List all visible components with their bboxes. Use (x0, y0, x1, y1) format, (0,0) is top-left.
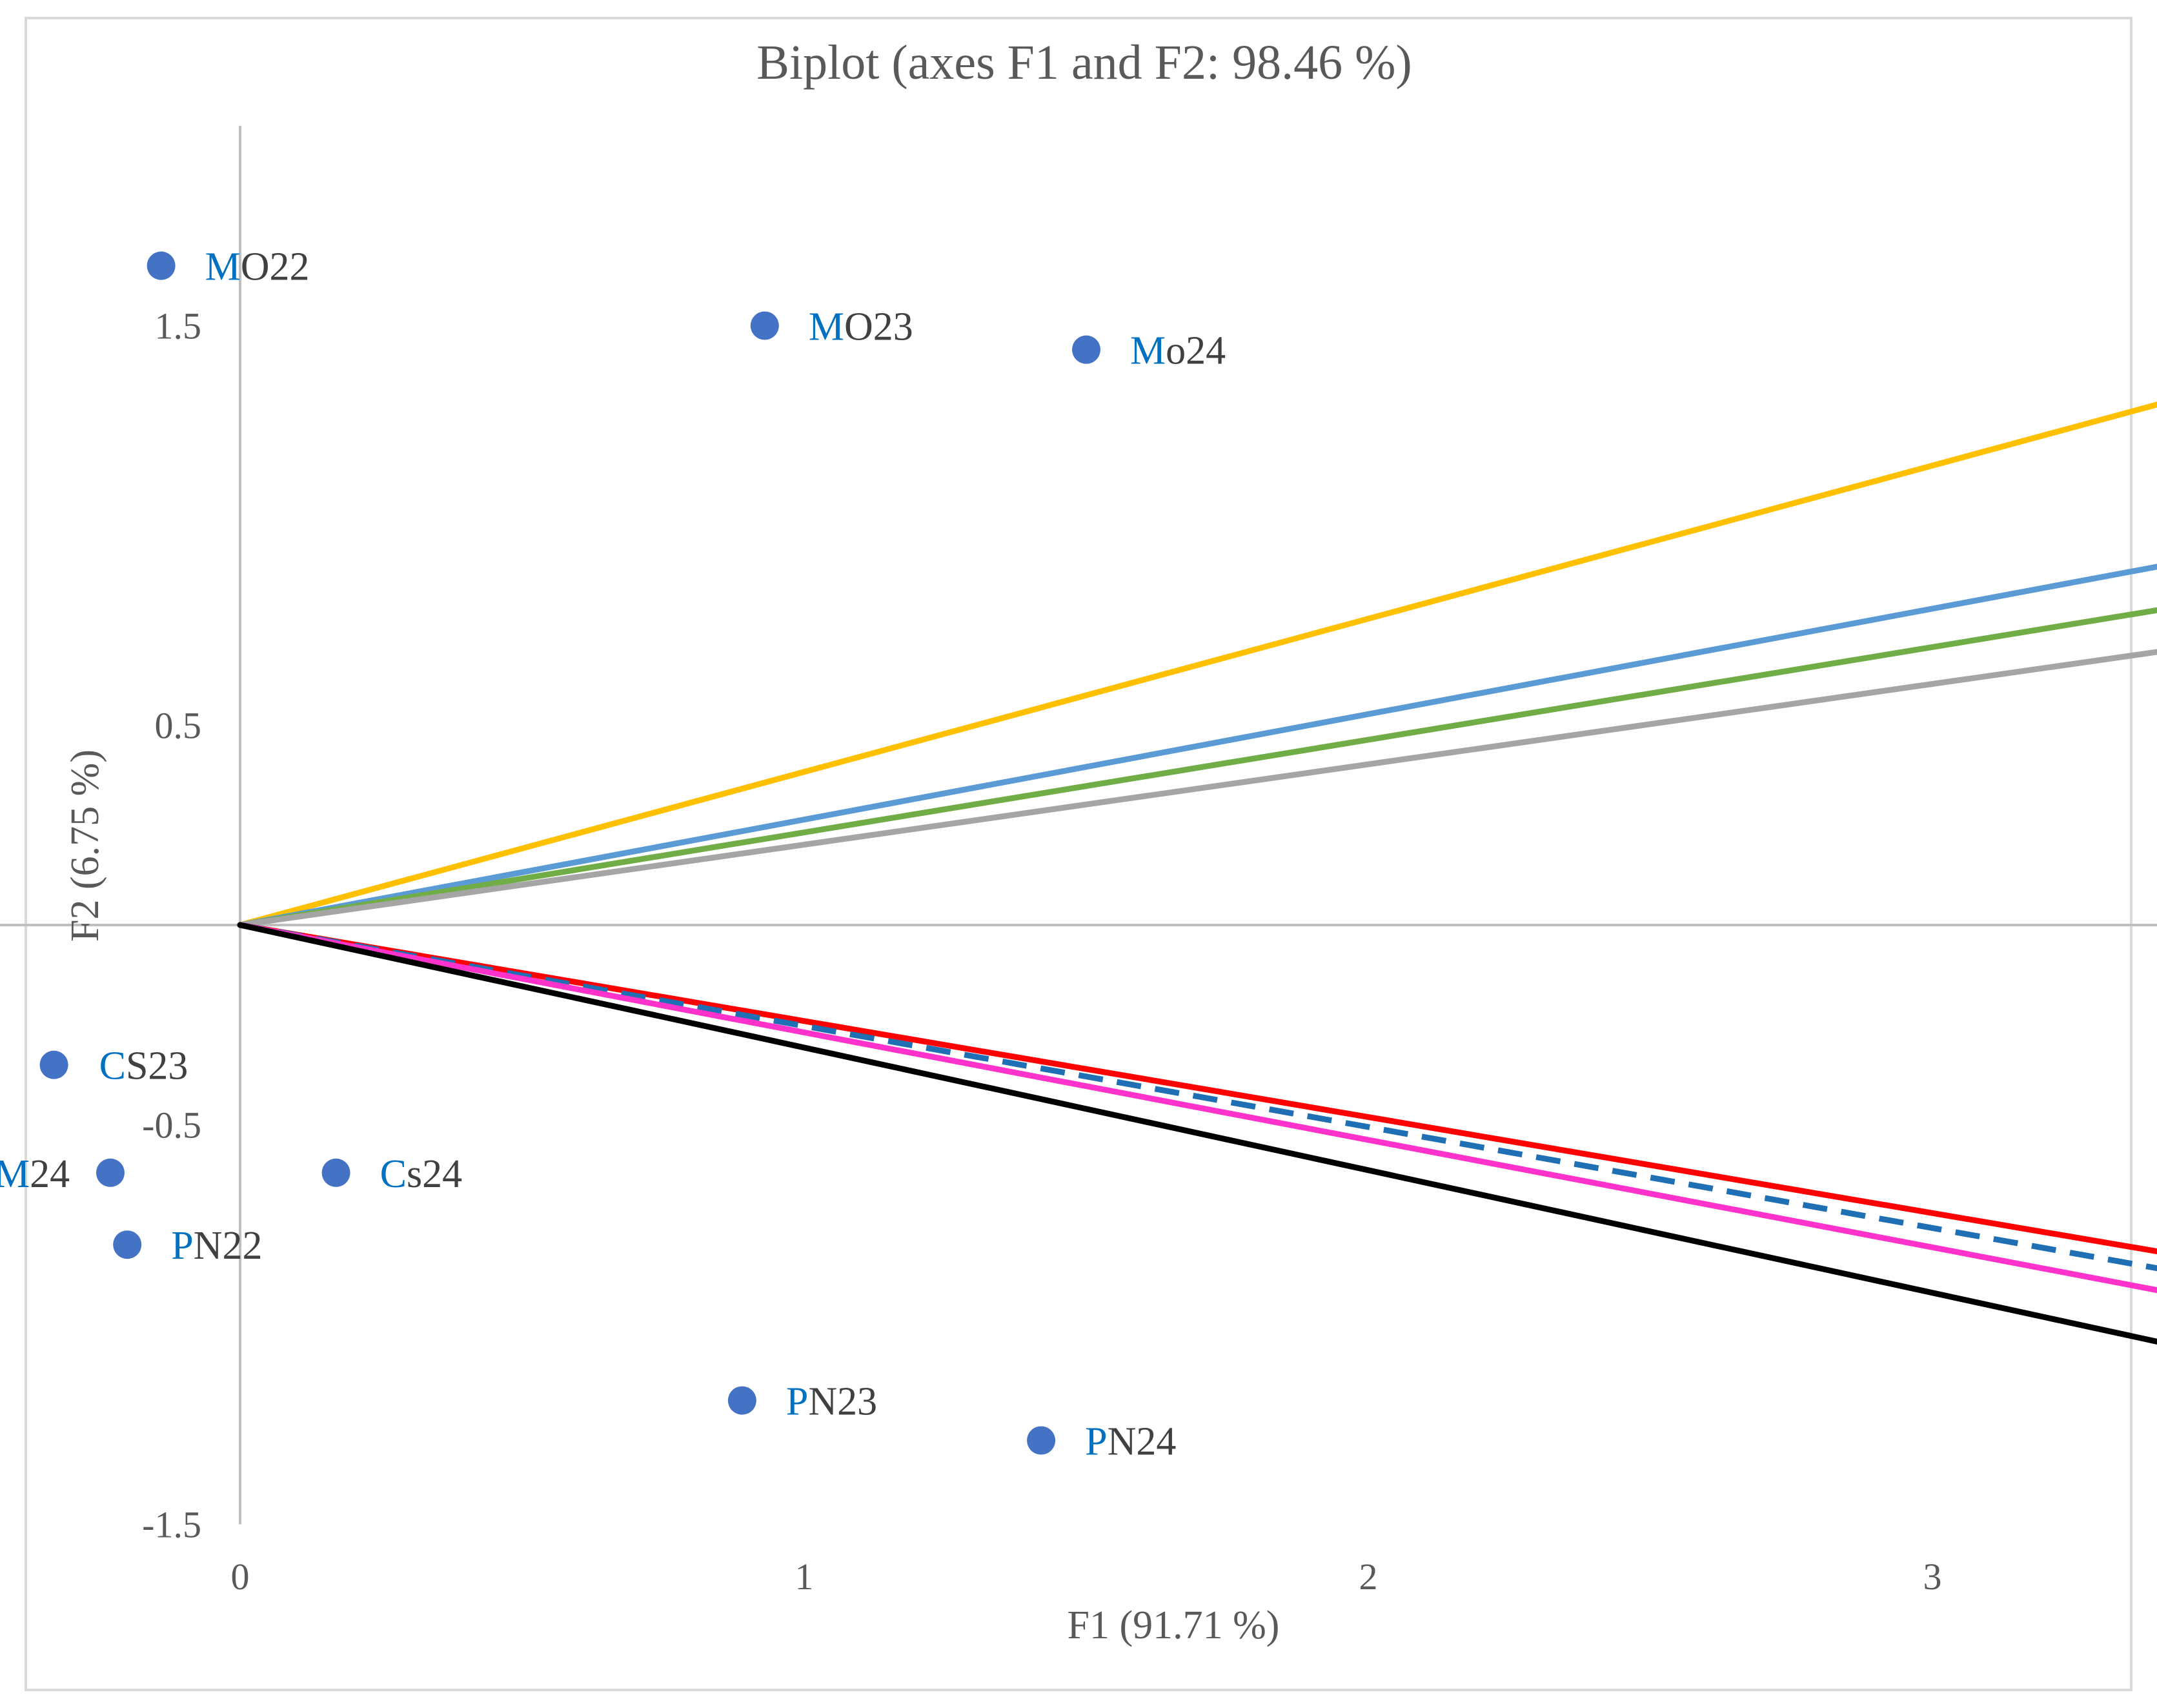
point-label-mo23: MO23 (809, 305, 913, 349)
x-axis-title: F1 (91.71 %) (1068, 1603, 1280, 1647)
point-label-cs24: Cs24 (380, 1152, 463, 1196)
tick-labels: -2-101234-1.5-0.50.51.5 (142, 305, 1942, 1598)
point-label-pn22: PN22 (171, 1224, 262, 1268)
vector-mala (237, 649, 2157, 928)
x-tick-label: 1 (795, 1556, 814, 1598)
vector-res (237, 922, 2157, 1255)
point-mo22 (147, 251, 176, 280)
x-tick-label: 3 (1923, 1556, 1942, 1598)
y-axis-title: F2 (6.75 %) (63, 749, 107, 942)
variable-vectors: TartACitrAOxalAMalAResCatFlavPhenA (237, 402, 2157, 1345)
point-m24 (96, 1158, 125, 1187)
x-tick-label: 2 (1359, 1556, 1378, 1598)
point-label-m24: M24 (0, 1152, 70, 1196)
y-tick-label: 1.5 (155, 305, 202, 347)
vector-phena (237, 922, 2157, 1345)
point-label-mo24: Mo24 (1130, 329, 1226, 373)
vector-flav (237, 922, 2157, 1294)
point-mo24 (1072, 335, 1100, 364)
point-label-pn23: PN23 (786, 1380, 877, 1424)
point-mo23 (750, 311, 779, 340)
observation-points: MO22MO23Mo24M22CS22CS23M23M24Cs24PN22PN2… (0, 245, 1226, 1464)
point-cs23 (39, 1050, 68, 1079)
point-label-mo22: MO22 (205, 245, 310, 289)
point-cs24 (321, 1158, 350, 1187)
axes-layer (0, 126, 2157, 1525)
vector-oxala (237, 607, 2157, 928)
chart-frame (25, 17, 2132, 1691)
y-tick-label: 0.5 (155, 705, 202, 747)
point-pn22 (113, 1230, 142, 1259)
x-tick-label: 0 (231, 1556, 250, 1598)
point-pn24 (1027, 1426, 1056, 1455)
chart-title: Biplot (axes F1 and F2: 98.46 %) (756, 36, 1412, 90)
point-label-pn24: PN24 (1085, 1420, 1176, 1464)
y-tick-label: -0.5 (142, 1104, 201, 1146)
vector-tarta (237, 402, 2157, 928)
vector-citra (237, 564, 2157, 928)
point-label-cs23: CS23 (99, 1044, 188, 1088)
vector-cat (239, 922, 2157, 1272)
point-pn23 (727, 1386, 756, 1415)
y-tick-label: -1.5 (142, 1504, 201, 1546)
